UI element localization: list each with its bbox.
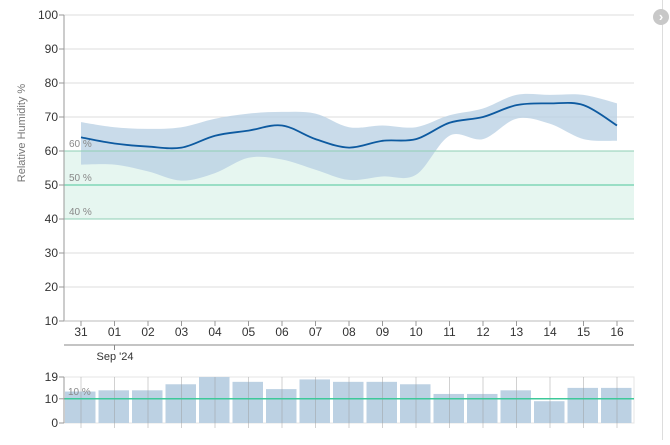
x-tick-label: 16 (610, 325, 624, 339)
y-axis-title: Relative Humidity % (16, 84, 28, 183)
y-tick-label: 20 (45, 280, 59, 294)
x-tick-label: 05 (242, 325, 256, 339)
bar-reference-label: 10 % (68, 387, 91, 398)
y-tick-label: 90 (45, 42, 59, 56)
y-tick-label: 40 (45, 212, 59, 226)
y-tick-label: 60 (45, 144, 59, 158)
bar (500, 390, 531, 423)
bar (601, 387, 632, 423)
bar (232, 381, 263, 423)
bar (299, 379, 330, 423)
bar (567, 387, 598, 423)
x-tick-label: 01 (108, 325, 122, 339)
month-label: Sep '24 (97, 351, 134, 363)
bar-y-tick-label: 19 (45, 370, 59, 384)
y-tick-label: 70 (45, 110, 59, 124)
min-max-range (81, 93, 617, 181)
bar (266, 389, 297, 423)
bar-y-tick-label: 10 (45, 392, 59, 406)
y-tick-label: 80 (45, 76, 59, 90)
x-tick-label: 10 (409, 325, 423, 339)
y-tick-label: 10 (45, 314, 59, 328)
x-tick-label: 14 (543, 325, 557, 339)
bar (366, 381, 397, 423)
bar (132, 390, 163, 423)
y-tick-label: 100 (38, 8, 58, 22)
scrollbar[interactable] (662, 0, 663, 440)
reference-label: 50 % (69, 173, 92, 184)
x-tick-label: 08 (342, 325, 356, 339)
bar (333, 381, 364, 423)
x-tick-label: 06 (275, 325, 289, 339)
bar (165, 384, 196, 423)
bar (534, 401, 565, 423)
x-tick-label: 12 (476, 325, 490, 339)
reference-label: 60 % (69, 139, 92, 150)
bar (65, 391, 96, 423)
reference-label: 40 % (69, 207, 92, 218)
chevron-right-icon[interactable]: › (653, 9, 669, 25)
x-tick-label: 02 (141, 325, 155, 339)
bar (98, 390, 129, 423)
x-tick-label: 03 (175, 325, 189, 339)
x-tick-label: 13 (510, 325, 524, 339)
x-tick-label: 09 (376, 325, 390, 339)
bar-y-tick-label: 0 (51, 416, 58, 430)
x-tick-label: 04 (208, 325, 222, 339)
mean-humidity-line (80, 101, 618, 150)
x-tick-label: 31 (74, 325, 88, 339)
bar (400, 384, 431, 423)
bar (199, 377, 230, 423)
y-tick-label: 30 (45, 246, 59, 260)
x-tick-label: 07 (309, 325, 323, 339)
x-tick-label: 11 (443, 325, 456, 339)
x-tick-label: 15 (577, 325, 591, 339)
y-tick-label: 50 (45, 178, 59, 192)
